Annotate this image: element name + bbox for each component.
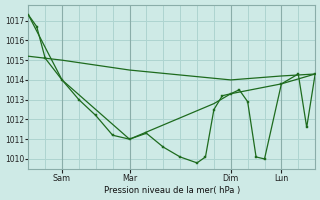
X-axis label: Pression niveau de la mer( hPa ): Pression niveau de la mer( hPa ) (104, 186, 240, 195)
